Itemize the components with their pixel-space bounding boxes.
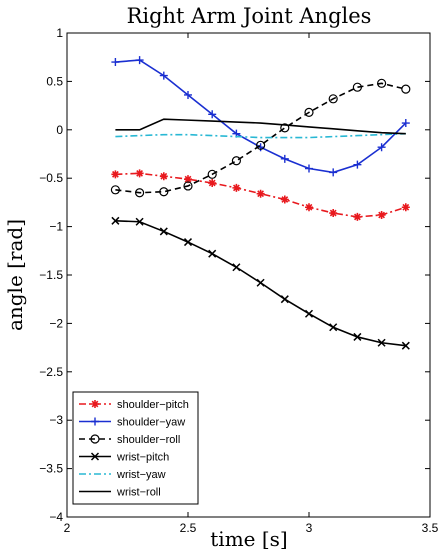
y-tick-label: −1.5 [39, 268, 63, 282]
data-point [159, 187, 169, 197]
data-point [377, 338, 386, 347]
data-point [401, 203, 410, 212]
data-point [183, 181, 193, 191]
y-tick-label: 1 [56, 26, 63, 40]
data-point [280, 123, 290, 133]
data-point [110, 185, 121, 195]
legend: shoulder−pitch shoulder−yaw shoulder−roll w… [72, 391, 199, 505]
series-group [111, 216, 410, 350]
series-group [115, 118, 406, 135]
data-point [377, 143, 386, 152]
legend-label: shoulder−roll [117, 434, 180, 446]
data-point [159, 172, 168, 181]
data-point [352, 82, 362, 92]
legend-marker [90, 452, 100, 461]
data-point [305, 203, 313, 212]
series-layer [110, 56, 411, 350]
series-group [110, 78, 411, 198]
legend-entry: shoulder−roll [79, 434, 180, 446]
data-point [208, 249, 217, 258]
data-point [111, 216, 120, 225]
data-point [208, 110, 217, 119]
data-point [377, 210, 386, 219]
data-point [280, 154, 289, 163]
data-point [135, 217, 144, 226]
data-point [304, 309, 314, 318]
data-point [377, 78, 387, 88]
data-point [135, 188, 145, 198]
data-point [159, 227, 168, 236]
x-tick-label: 3 [306, 521, 313, 535]
data-point [184, 175, 192, 184]
y-tick-label: −2 [49, 316, 63, 330]
data-point [329, 168, 338, 177]
data-point [401, 341, 410, 350]
y-tick-label: 0 [56, 123, 63, 137]
data-point [256, 140, 266, 150]
legend-entry: shoulder−pitch [79, 399, 189, 411]
chart-title: Right Arm Joint Angles [127, 4, 372, 28]
series-line [115, 132, 406, 139]
x-tick-label: 3.5 [422, 521, 438, 535]
series-line [115, 118, 406, 135]
data-point [280, 295, 289, 304]
data-point [256, 189, 265, 198]
data-point [159, 71, 168, 80]
legend-marker [91, 400, 99, 408]
legend-marker [90, 434, 100, 444]
y-tick-label: −2.5 [39, 365, 63, 379]
data-point [353, 212, 362, 221]
y-tick-label: −4 [49, 510, 63, 524]
data-point [401, 84, 411, 94]
legend-entry: wrist−pitch [79, 452, 169, 464]
legend-label: shoulder−yaw [117, 417, 185, 429]
data-point [329, 323, 338, 332]
y-tick-label: −0.5 [39, 171, 63, 185]
y-tick-label: −1 [49, 220, 63, 234]
y-tick-label: −3.5 [39, 462, 63, 476]
data-point [135, 169, 144, 178]
data-point [232, 263, 241, 272]
y-tick-label: 0.5 [46, 74, 63, 88]
series-group [111, 169, 410, 221]
data-point [328, 94, 338, 104]
data-point [208, 179, 217, 188]
x-tick-label: 2 [64, 521, 71, 535]
data-point [111, 170, 120, 179]
data-point [231, 156, 241, 166]
data-point [353, 160, 362, 169]
data-point [256, 278, 265, 287]
legend-entry: wrist−yaw [79, 469, 166, 481]
legend-label: shoulder−pitch [117, 399, 189, 411]
axis-ticks: 2 2.5 3 3.5 1 0.5 0 −0.5 −1 −1.5 −2 −2.5 −3 −3.5 −4 [39, 26, 438, 535]
data-point [353, 332, 362, 341]
legend-entry: shoulder−yaw [79, 417, 185, 429]
legend-label: wrist−roll [116, 487, 161, 499]
data-point [207, 169, 217, 179]
data-point [280, 195, 289, 204]
series-group [115, 132, 406, 139]
data-point [305, 164, 313, 173]
x-axis-label: time [s] [210, 527, 287, 551]
y-axis-label: angle [rad] [3, 219, 27, 331]
data-point [329, 209, 338, 218]
legend-marker [91, 417, 99, 426]
data-point [111, 58, 120, 67]
data-point [184, 90, 192, 99]
data-point [401, 119, 410, 128]
legend-box [72, 391, 199, 505]
x-tick-label: 2.5 [180, 521, 197, 535]
y-tick-label: −3 [49, 413, 63, 427]
legend-entry: wrist−roll [79, 487, 161, 499]
legend-label: wrist−pitch [116, 452, 169, 464]
data-point [232, 183, 241, 192]
data-point [135, 56, 144, 65]
data-point [183, 238, 193, 247]
legend-label: wrist−yaw [116, 469, 166, 481]
series-group [111, 56, 410, 177]
data-point [304, 107, 314, 117]
